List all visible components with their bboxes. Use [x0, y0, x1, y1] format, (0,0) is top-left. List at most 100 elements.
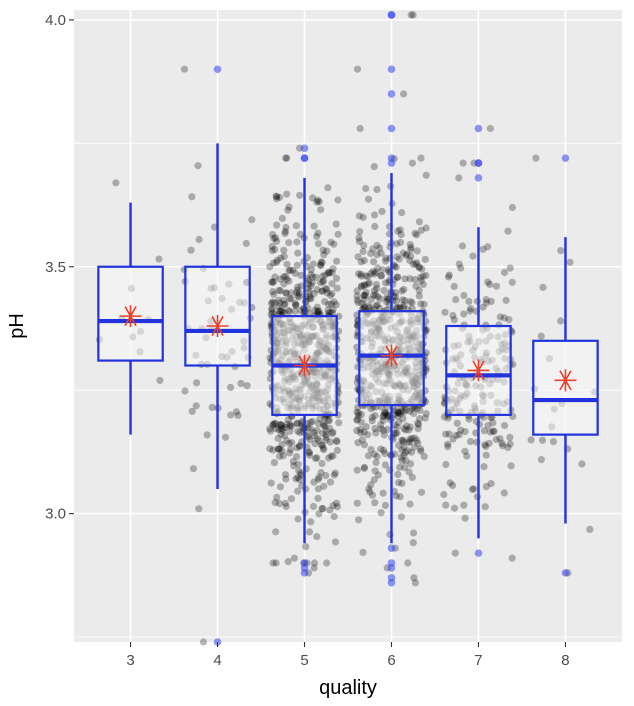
jitter-point: [268, 309, 276, 317]
jitter-point: [398, 479, 406, 487]
jitter-point: [330, 512, 338, 521]
jitter-point: [371, 499, 379, 507]
jitter-point: [502, 296, 510, 304]
jitter-point: [400, 301, 408, 310]
jitter-point: [285, 239, 293, 247]
jitter-point: [360, 441, 368, 449]
jitter-point: [318, 459, 326, 468]
jitter-point: [414, 425, 422, 433]
jitter-point: [401, 297, 409, 305]
jitter-point: [374, 293, 382, 301]
jitter-point: [455, 431, 463, 439]
jitter-point: [367, 481, 375, 489]
jitter-point: [396, 463, 404, 471]
jitter-point: [586, 525, 594, 534]
jitter-point: [442, 501, 450, 509]
jitter-point: [487, 480, 495, 488]
jitter-point: [373, 285, 381, 293]
jitter-point: [458, 242, 467, 250]
jitter-point: [452, 431, 460, 440]
jitter-point: [276, 307, 285, 315]
jitter-point: [399, 296, 407, 304]
jitter-point: [306, 451, 314, 459]
jitter-point: [323, 247, 331, 255]
jitter-point: [367, 295, 375, 303]
jitter-point: [408, 473, 416, 481]
jitter-point: [386, 254, 394, 262]
y-tick-label: 3.5: [45, 259, 66, 276]
jitter-point: [382, 254, 390, 262]
jitter-point: [320, 482, 328, 490]
jitter-point: [371, 411, 379, 420]
jitter-point: [453, 419, 461, 427]
jitter-point: [421, 414, 429, 422]
jitter-point: [325, 309, 333, 317]
jitter-point: [327, 238, 335, 246]
jitter-point: [325, 417, 333, 425]
jitter-point: [282, 289, 290, 297]
jitter-point: [319, 505, 327, 513]
jitter-point: [269, 559, 277, 567]
jitter-point: [371, 291, 380, 299]
jitter-point: [280, 309, 288, 317]
jitter-point: [293, 419, 301, 427]
jitter-point: [283, 275, 291, 283]
jitter-point: [329, 502, 337, 510]
jitter-point: [372, 458, 380, 467]
jitter-point: [295, 289, 303, 297]
jitter-point: [364, 273, 372, 281]
jitter-point: [319, 444, 327, 452]
outlier-point: [300, 144, 309, 153]
box-plot-3: [97, 202, 164, 435]
jitter-point: [292, 222, 300, 230]
jitter-point: [333, 438, 341, 446]
jitter-point: [324, 454, 333, 462]
jitter-point: [406, 241, 414, 249]
jitter-point: [267, 299, 276, 308]
jitter-point: [508, 554, 516, 562]
jitter-point: [413, 231, 421, 239]
jitter-point: [422, 171, 430, 179]
jitter-point: [353, 292, 361, 300]
outlier-point: [387, 544, 396, 552]
jitter-point: [377, 445, 385, 453]
jitter-point: [321, 414, 329, 422]
jitter-point: [273, 193, 281, 201]
jitter-point: [373, 251, 381, 259]
jitter-point: [271, 273, 279, 281]
jitter-point: [293, 289, 301, 297]
jitter-point: [270, 290, 278, 298]
x-tick-label: 3: [126, 652, 134, 669]
jitter-point: [276, 287, 284, 295]
jitter-point: [398, 209, 406, 217]
jitter-point: [292, 301, 300, 309]
jitter-point: [379, 416, 387, 425]
jitter-point: [180, 65, 189, 73]
jitter-point: [294, 283, 302, 291]
jitter-point: [422, 224, 430, 232]
jitter-point: [284, 306, 293, 315]
jitter-point: [286, 420, 294, 429]
jitter-point: [333, 503, 341, 511]
jitter-point: [414, 439, 422, 447]
jitter-point: [275, 296, 283, 304]
jitter-point: [318, 258, 326, 266]
x-tick-label: 5: [300, 652, 308, 669]
jitter-point: [268, 242, 276, 251]
jitter-point: [329, 305, 337, 313]
jitter-point: [470, 485, 478, 493]
jitter-point: [269, 421, 277, 429]
jitter-point: [322, 472, 330, 480]
jitter-point: [445, 271, 453, 279]
jitter-point: [291, 307, 299, 315]
jitter-point: [320, 420, 328, 428]
mean-marker-7: [467, 359, 490, 382]
jitter-point: [187, 246, 195, 254]
jitter-point: [279, 452, 287, 460]
jitter-point: [358, 436, 366, 444]
jitter-point: [188, 407, 196, 415]
jitter-point: [237, 379, 245, 388]
jitter-point: [278, 308, 286, 316]
jitter-point: [308, 279, 316, 287]
jitter-point: [500, 489, 508, 497]
